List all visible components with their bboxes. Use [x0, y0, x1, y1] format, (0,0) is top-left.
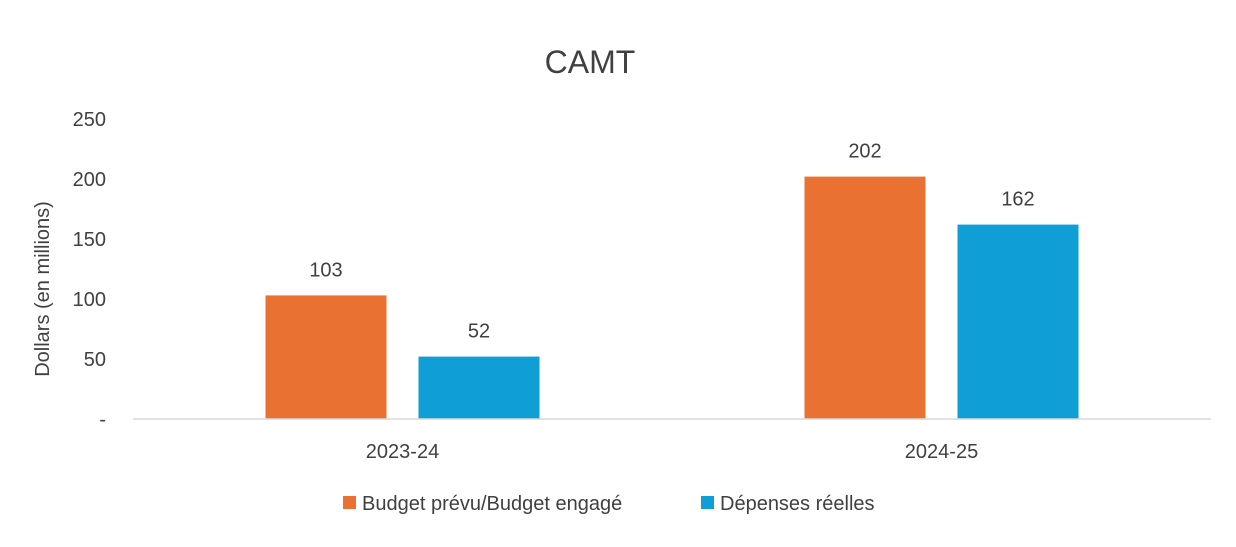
bar [418, 356, 540, 419]
data-label: 103 [309, 259, 342, 281]
x-category-label: 2023-24 [366, 441, 439, 463]
bar [265, 295, 387, 419]
y-axis-ticks: - 50 100 150 200 250 [73, 109, 106, 431]
y-tick-label: 100 [73, 289, 106, 311]
data-label: 52 [468, 321, 490, 343]
y-tick-label: 200 [73, 169, 106, 191]
y-tick-label: 150 [73, 229, 106, 251]
bar [957, 224, 1079, 419]
y-tick-label: - [99, 409, 106, 431]
bar-series: 103 52 202 162 [265, 141, 1079, 419]
legend-label: Dépenses réelles [720, 493, 875, 515]
bar [804, 176, 926, 419]
legend-swatch [343, 496, 356, 509]
chart-title: CAMT [545, 44, 636, 80]
y-tick-label: 250 [73, 109, 106, 131]
legend: Budget prévu/Budget engagé Dépenses réell… [343, 493, 875, 515]
legend-label: Budget prévu/Budget engagé [362, 493, 622, 515]
data-label: 202 [848, 141, 881, 163]
y-axis-title: Dollars (en millions) [32, 201, 54, 377]
x-axis-categories: 2023-24 2024-25 [366, 441, 978, 463]
x-category-label: 2024-25 [905, 441, 978, 463]
y-tick-label: 50 [84, 349, 106, 371]
legend-swatch [701, 496, 714, 509]
data-label: 162 [1001, 189, 1034, 211]
